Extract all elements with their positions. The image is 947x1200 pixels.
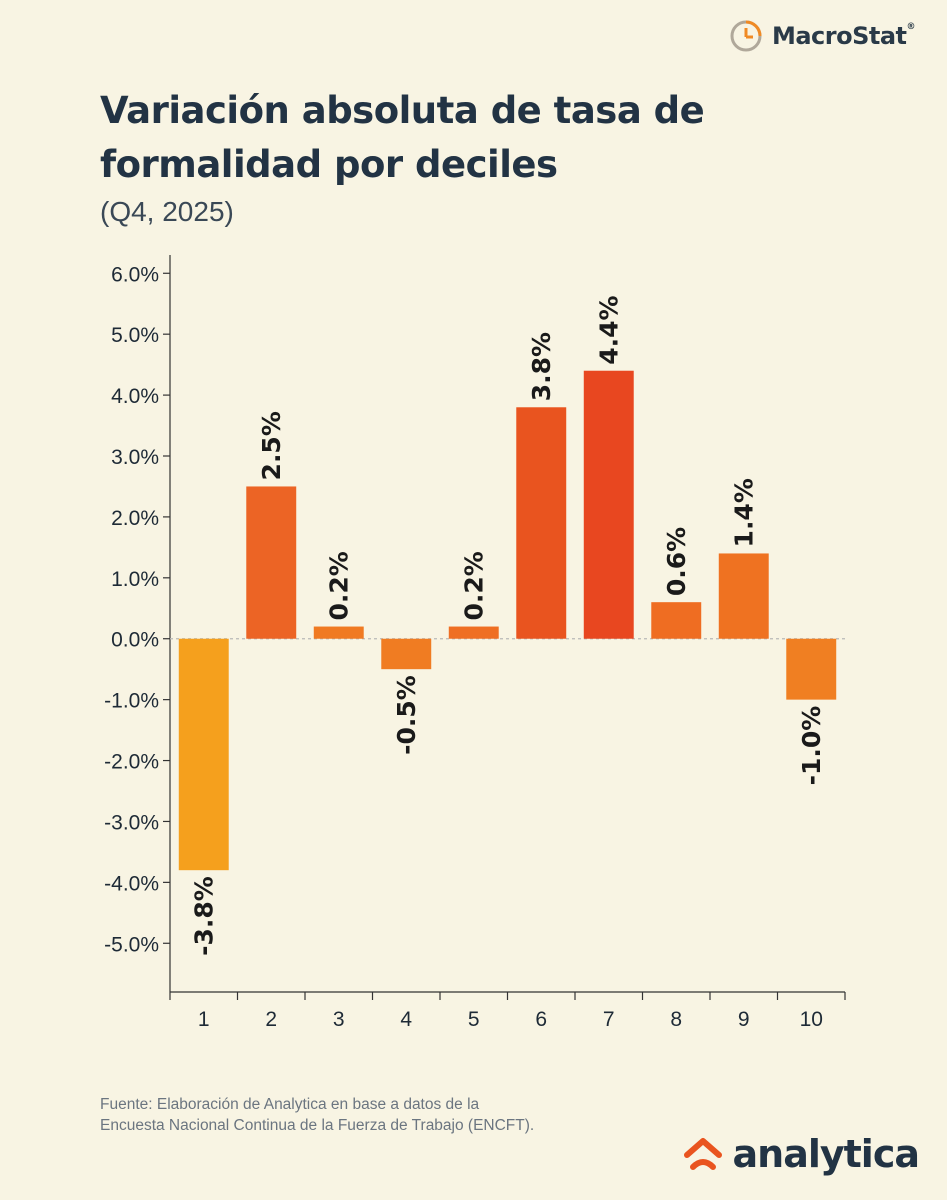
- analytica-wordmark: analytica: [732, 1132, 920, 1176]
- y-tick-label: -5.0%: [104, 933, 159, 956]
- x-tick-label: 1: [198, 1008, 210, 1031]
- bar-value-label: -1.0%: [797, 706, 826, 786]
- chart-title: Variación absoluta de tasa de formalidad…: [100, 89, 705, 186]
- source-note: Fuente: Elaboración de Analytica en base…: [100, 1094, 534, 1136]
- x-tick-label: 2: [265, 1008, 277, 1031]
- clock-icon: [730, 20, 762, 52]
- bar-decile-3: [313, 626, 364, 639]
- bar-decile-7: [583, 370, 634, 639]
- source-line-2: Encuesta Nacional Continua de la Fuerza …: [100, 1117, 535, 1134]
- x-tick-label: 9: [738, 1008, 750, 1031]
- macrostat-wordmark: MacroStat®: [771, 22, 916, 50]
- bar-value-label: 3.8%: [527, 332, 556, 401]
- x-tick-label: 6: [535, 1008, 547, 1031]
- x-tick-label: 4: [400, 1008, 412, 1031]
- y-tick-label: 1.0%: [111, 568, 159, 591]
- x-tick-label: 8: [670, 1008, 682, 1031]
- y-tick-label: 5.0%: [111, 324, 159, 347]
- y-tick-label: 3.0%: [111, 446, 159, 469]
- bar-decile-8: [651, 602, 702, 639]
- x-tick-label: 3: [333, 1008, 345, 1031]
- bar-decile-2: [246, 486, 297, 639]
- y-tick-label: 2.0%: [111, 507, 159, 530]
- chart-subtitle: (Q4, 2025): [100, 196, 234, 227]
- bar-value-label: 0.2%: [325, 551, 354, 620]
- bar-decile-6: [516, 407, 567, 639]
- y-tick-label: 4.0%: [111, 385, 159, 408]
- y-tick-label: -2.0%: [104, 751, 159, 774]
- bar-value-label: 0.2%: [460, 551, 489, 620]
- bar-decile-1: [178, 638, 229, 871]
- y-tick-label: 6.0%: [111, 263, 159, 286]
- bar-decile-9: [718, 553, 769, 639]
- y-tick-label: -1.0%: [104, 690, 159, 713]
- x-tick-label: 7: [603, 1008, 615, 1031]
- y-tick-label: 0.0%: [111, 629, 159, 652]
- y-tick-label: -3.0%: [104, 811, 159, 834]
- bar-decile-5: [448, 626, 499, 639]
- bar-chart: 6.0% 5.0% 4.0% 3.0% 2.0% 1.0% 0.0% -1.0% -2.0% -3…: [104, 255, 846, 1031]
- bar-value-label: 1.4%: [730, 478, 759, 547]
- roof-icon: [683, 1138, 722, 1170]
- bar-decile-4: [381, 638, 432, 670]
- bar-value-label: 0.6%: [662, 527, 691, 596]
- bar-decile-10: [786, 638, 837, 700]
- x-tick-label: 5: [468, 1008, 480, 1031]
- bar-value-label: 4.4%: [595, 295, 624, 364]
- macrostat-logo: MacroStat®: [728, 18, 915, 54]
- analytica-logo: analytica: [683, 1132, 920, 1176]
- bar-value-label: 2.5%: [257, 411, 286, 480]
- source-line-1: Fuente: Elaboración de Analytica en base…: [100, 1096, 480, 1113]
- bar-value-label: -0.5%: [392, 675, 421, 755]
- bar-value-label: -3.8%: [190, 876, 219, 956]
- y-tick-label: -4.0%: [104, 872, 159, 895]
- x-tick-label: 10: [800, 1008, 823, 1031]
